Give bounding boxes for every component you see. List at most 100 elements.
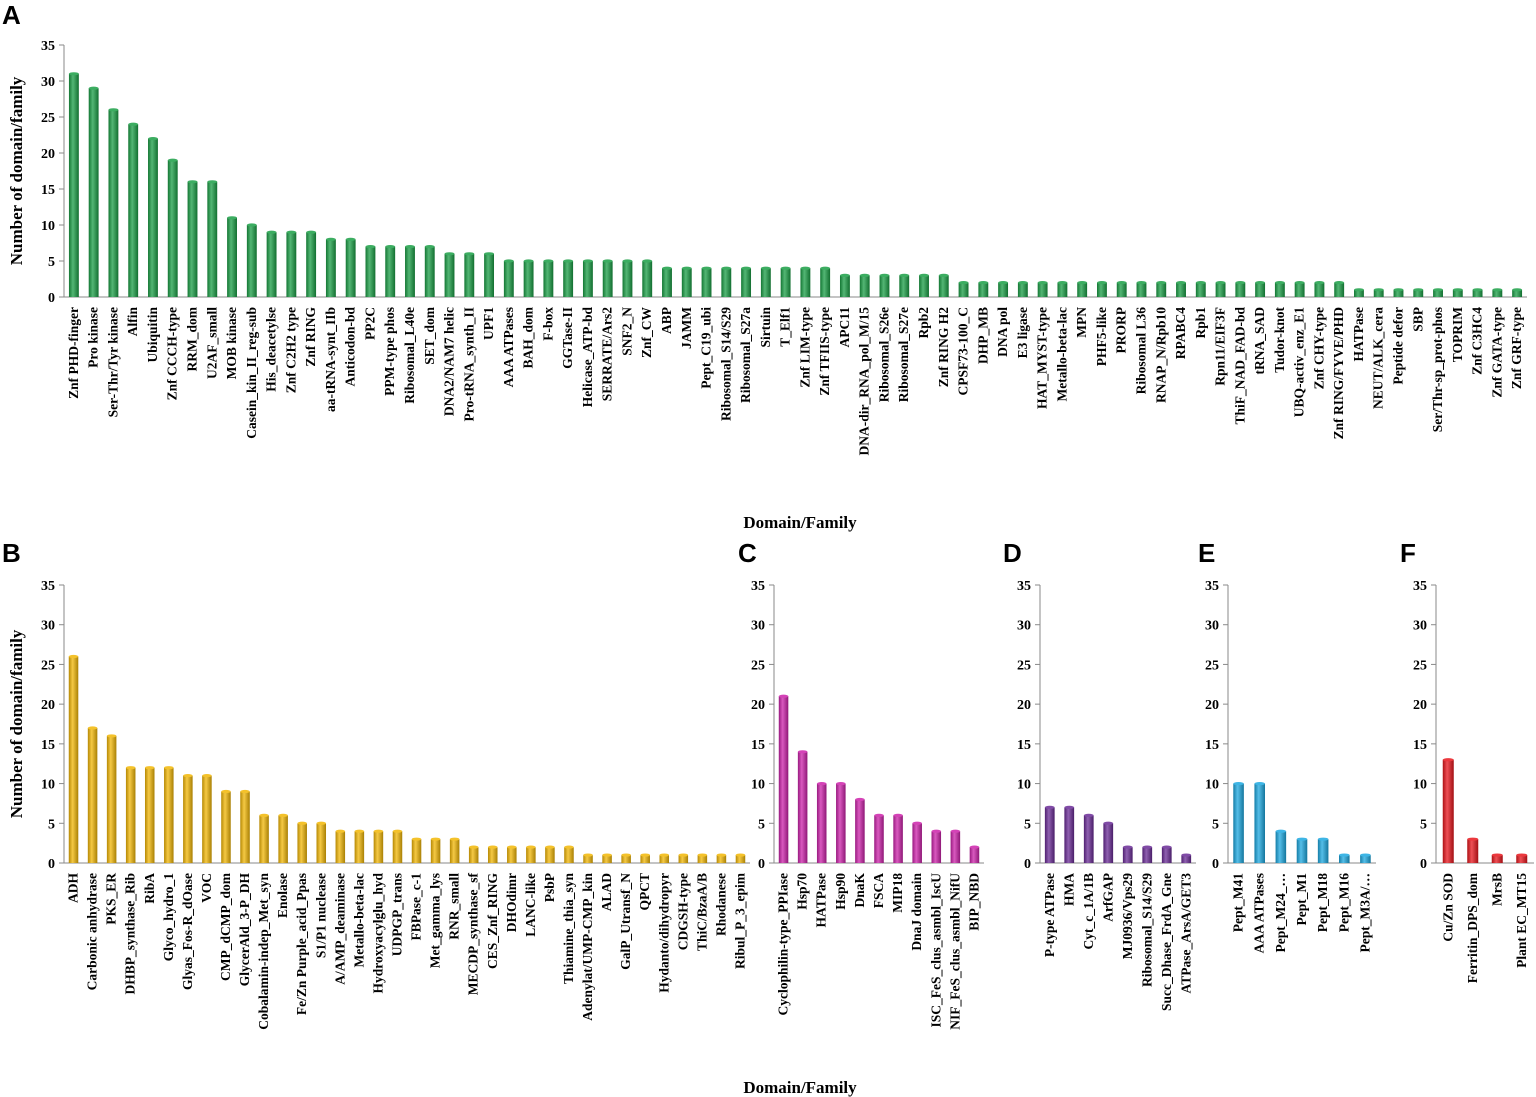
category-label: RPABC4 <box>1173 307 1188 359</box>
bar-cap <box>1122 845 1133 849</box>
bar <box>583 855 593 863</box>
category-label: Znf TFIIS-type <box>817 307 832 396</box>
bar <box>1467 839 1479 863</box>
category-label: U2AF_small <box>204 307 219 379</box>
category-label: MJ0936/Vps29 <box>1120 873 1135 960</box>
y-tick-label: 15 <box>1017 738 1031 753</box>
bar-cap <box>678 853 689 857</box>
y-tick-label: 0 <box>1420 857 1427 872</box>
y-tick-label: 15 <box>1413 738 1427 753</box>
bar <box>958 282 969 297</box>
bar <box>88 88 99 297</box>
bar <box>1512 289 1523 297</box>
bar <box>405 246 415 297</box>
bar-cap <box>1142 845 1153 849</box>
bar <box>1017 282 1028 297</box>
bar <box>816 783 827 863</box>
category-label: DHP_MB <box>975 307 990 364</box>
bar <box>202 775 212 863</box>
bar-cap <box>1064 805 1075 810</box>
category-label: UBQ-activ_enz_E1 <box>1292 307 1307 417</box>
category-label: Znf GRF-type <box>1509 307 1524 389</box>
bar-cap <box>444 252 455 256</box>
bar-cap <box>183 774 193 778</box>
bar <box>721 268 732 297</box>
category-label: SET_dom <box>422 306 437 365</box>
bar-cap <box>659 853 670 857</box>
bar-cap <box>464 252 475 256</box>
bar <box>128 124 139 297</box>
category-label: Pro kinase <box>86 307 101 368</box>
bar <box>246 225 257 297</box>
category-label: Znf RING H2 <box>936 307 951 388</box>
y-tick-label: 25 <box>41 658 55 673</box>
category-label: TOPRIM <box>1450 307 1465 363</box>
category-label: HMA <box>1061 873 1076 906</box>
category-label: ATPase_ArsA/GET3 <box>1178 873 1193 994</box>
category-label: Anticodon-bd <box>343 307 358 387</box>
bar-cap <box>1057 281 1068 285</box>
bar-cap <box>316 821 327 825</box>
bar-cap <box>240 789 250 794</box>
category-label: MrsB <box>1489 873 1504 906</box>
bar <box>1354 289 1364 297</box>
bar-cap <box>392 829 403 833</box>
y-tick-label: 35 <box>751 579 765 594</box>
category-label: PsbP <box>542 873 557 902</box>
category-label: MOB kinase <box>224 307 239 379</box>
bar <box>1161 847 1172 863</box>
bar-cap <box>227 216 237 220</box>
bar <box>227 217 237 297</box>
bar <box>899 275 910 297</box>
category-label: Rpb2 <box>916 307 931 339</box>
bar-cap <box>1116 281 1127 285</box>
bar-cap <box>411 837 422 841</box>
bar <box>697 855 708 863</box>
bar <box>1176 282 1186 297</box>
bar-cap <box>68 654 79 659</box>
bar-cap <box>484 252 495 256</box>
bar-cap <box>938 273 949 277</box>
category-label: Glyas_Fos-R_dOase <box>180 873 195 990</box>
panel-c: C 0 5 10 15 20 25 30 35 Cyclophilin-type_PPIase Hs… <box>738 538 984 1030</box>
category-label: SBP <box>1410 307 1425 332</box>
category-label: PPM-type phos <box>382 307 397 396</box>
bar-cap <box>1037 281 1048 285</box>
category-label: DNA2/NAM7 helic <box>442 307 457 416</box>
bar-cap <box>780 266 791 270</box>
bar-cap <box>1254 781 1265 786</box>
bar-cap <box>1083 813 1094 817</box>
y-tick-label: 25 <box>1205 658 1219 673</box>
bar <box>464 253 475 297</box>
panel-letter: F <box>1400 538 1416 568</box>
bar <box>144 767 155 863</box>
category-label: Ribosomal L36 <box>1133 307 1148 395</box>
bar <box>316 823 327 863</box>
y-tick-label: 0 <box>48 291 55 306</box>
bar <box>563 261 574 297</box>
bar <box>582 261 593 297</box>
bar <box>780 268 791 297</box>
bar <box>978 282 989 297</box>
bar <box>543 261 554 297</box>
category-label: Cobalamin-indep_Met_syn <box>256 873 271 1030</box>
category-label: DnaK <box>852 873 867 908</box>
bar-cap <box>800 266 811 270</box>
category-label: GalP_Utransf_N <box>618 873 633 970</box>
y-tick-label: 10 <box>41 778 55 793</box>
bar-cap <box>266 230 277 234</box>
bar <box>1156 282 1167 297</box>
category-label: HATPase <box>814 873 829 928</box>
bar <box>797 751 808 863</box>
bar <box>385 246 396 297</box>
bar-cap <box>523 259 534 263</box>
category-label: Ribosomal_S26e <box>876 307 891 402</box>
bar <box>1294 282 1305 297</box>
category-label: Pept_M41 <box>1231 873 1246 932</box>
bar <box>411 839 422 863</box>
bar-cap <box>778 694 789 698</box>
bar <box>526 847 536 863</box>
bar <box>640 855 650 863</box>
y-tick-label: 10 <box>751 778 765 793</box>
